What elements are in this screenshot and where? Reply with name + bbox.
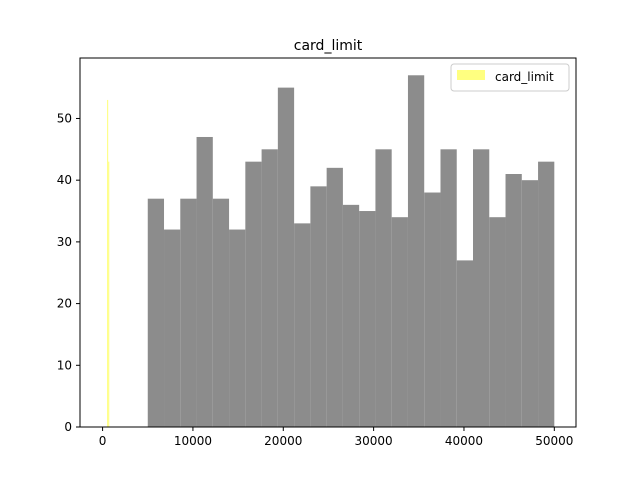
y-tick-label: 50 (57, 111, 72, 125)
histogram-bar-gray (326, 167, 343, 427)
axes-layer: 0 10000 20000 30000 40000 50000 0 10 20 30 40 50 (57, 57, 577, 448)
histogram-bar-gray (456, 260, 473, 427)
histogram-bar-gray (277, 87, 295, 428)
bars-layer (107, 75, 555, 428)
x-tick-label: 20000 (264, 434, 302, 448)
legend-swatch (457, 70, 485, 80)
histogram-bar-gray (424, 192, 441, 427)
histogram-bar-gray (245, 161, 262, 428)
x-tick-label: 50000 (535, 434, 573, 448)
histogram-bar-gray (391, 217, 408, 427)
y-tick-label: 10 (57, 358, 72, 372)
x-tick-label: 0 (99, 434, 107, 448)
histogram-bar-gray (147, 198, 165, 427)
histogram-bar-gray (538, 161, 555, 428)
histogram-bar-gray (489, 217, 506, 427)
y-tick-label: 40 (57, 173, 72, 187)
histogram-bar-gray (164, 229, 181, 427)
histogram-bar-gray (407, 75, 425, 427)
histogram-bar-gray (342, 204, 360, 427)
histogram-bar-gray (440, 149, 457, 427)
histogram-bar-gray (261, 149, 278, 427)
histogram-bar-gray (375, 149, 392, 427)
histogram-bar-gray (359, 211, 376, 427)
histogram-bar-gray (521, 180, 539, 427)
chart-title: card_limit (294, 38, 363, 54)
y-tick-label: 0 (64, 420, 72, 434)
histogram-bar-yellow (108, 161, 110, 428)
histogram-bar-gray (310, 186, 327, 427)
x-tick-label: 10000 (174, 434, 212, 448)
x-tick-label: 30000 (355, 434, 393, 448)
histogram-bar-gray (180, 198, 197, 427)
y-tick-label: 20 (57, 297, 72, 311)
legend: card_limit (450, 63, 570, 92)
histogram-bar-gray (505, 174, 522, 427)
y-tick-label: 30 (57, 235, 72, 249)
legend-label: card_limit (495, 70, 554, 84)
histogram-bar-gray (196, 136, 213, 428)
histogram-bar-gray (473, 149, 490, 427)
histogram-bar-gray (294, 223, 311, 427)
histogram-bar-yellow (107, 99, 109, 428)
x-tick-label: 40000 (445, 434, 483, 448)
histogram-bar-gray (212, 198, 230, 427)
histogram-bar-gray (229, 229, 246, 427)
plot-frame (79, 57, 577, 428)
